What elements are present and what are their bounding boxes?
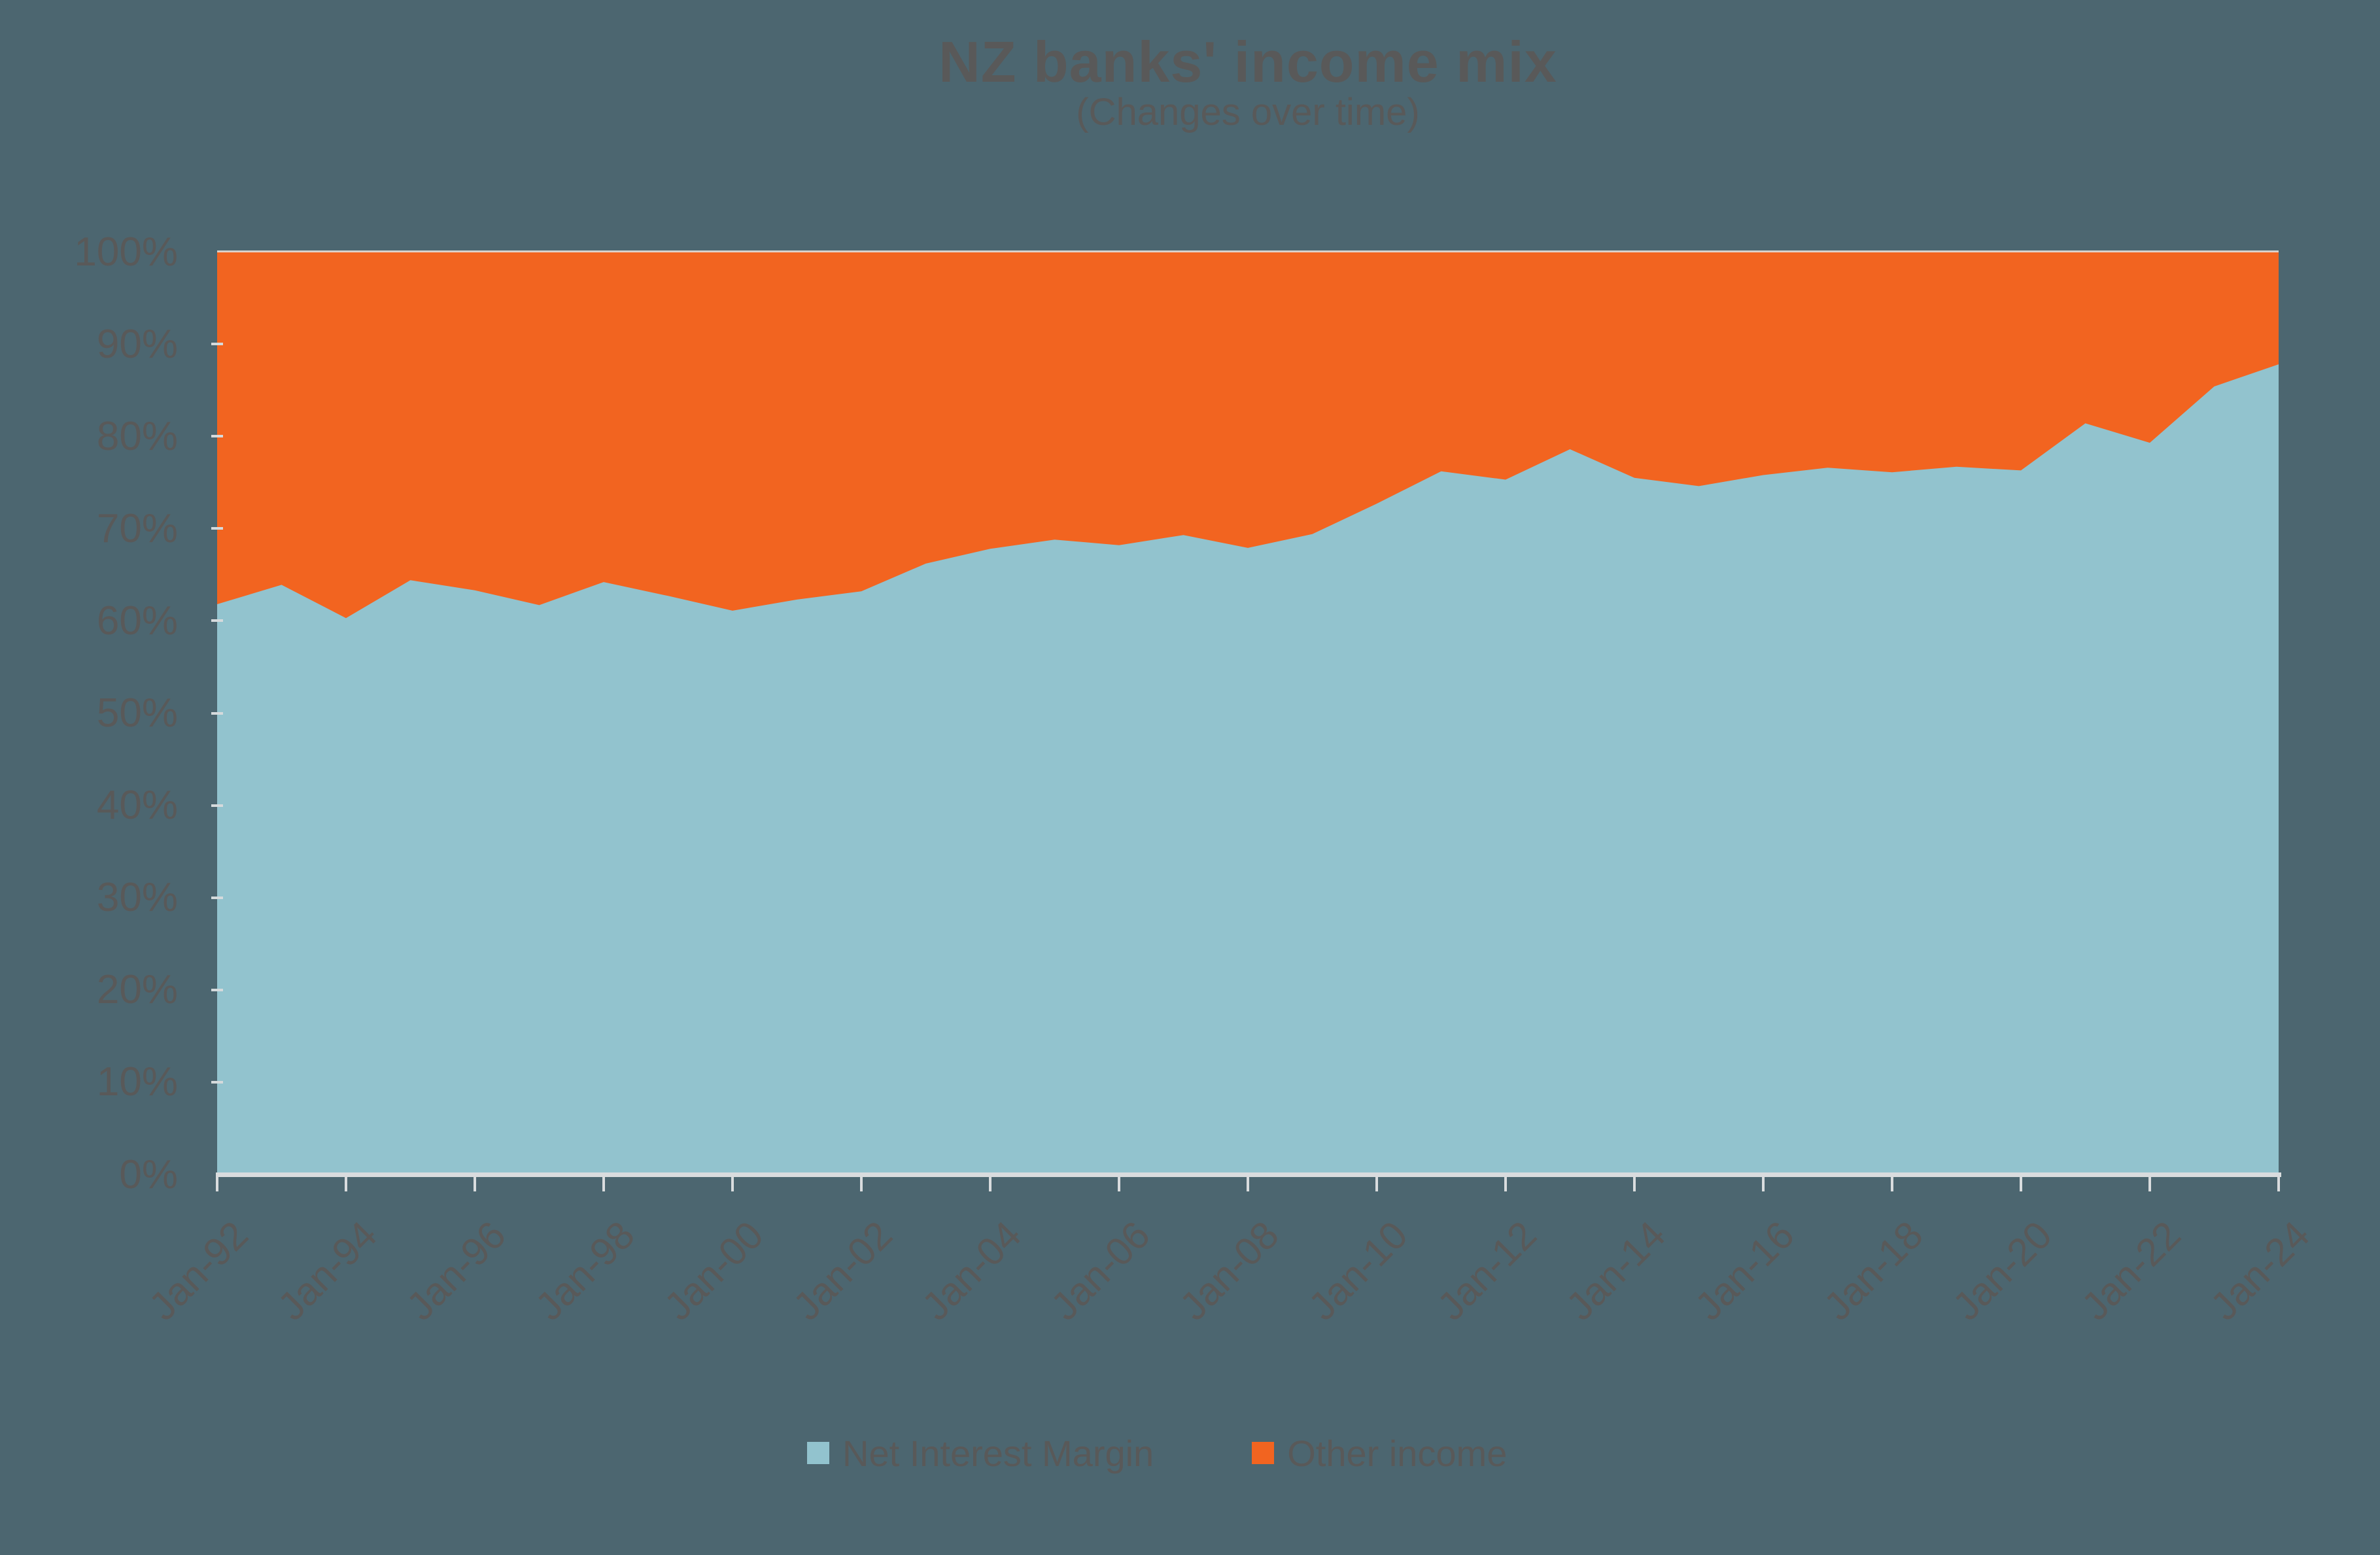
- x-axis-label: Jan-24: [2201, 1212, 2318, 1329]
- x-axis-label: Jan-02: [784, 1212, 901, 1329]
- y-axis-tick: [211, 804, 223, 807]
- y-axis-label: 90%: [96, 321, 178, 367]
- y-axis-label: 80%: [96, 413, 178, 459]
- x-axis-tick: [2020, 1174, 2022, 1191]
- legend: Net Interest Margin Other income: [807, 1433, 1507, 1474]
- y-axis-label: 50%: [96, 691, 178, 736]
- legend-label: Other income: [1287, 1432, 1508, 1474]
- area-net-interest-margin: [217, 364, 2279, 1174]
- y-axis-tick: [211, 435, 223, 438]
- y-axis-tick: [211, 711, 223, 715]
- x-axis-label: Jan-12: [1428, 1212, 1545, 1329]
- y-axis-label: 40%: [96, 783, 178, 829]
- plot-area: [217, 252, 2279, 1174]
- x-axis-tick: [2277, 1174, 2280, 1191]
- x-axis-label: Jan-20: [1944, 1212, 2060, 1329]
- x-axis-label: Jan-08: [1171, 1212, 1287, 1329]
- x-axis-tick: [216, 1174, 218, 1191]
- x-axis-tick: [1891, 1174, 1893, 1191]
- x-axis-tick: [1762, 1174, 1765, 1191]
- y-axis-label: 20%: [96, 967, 178, 1013]
- x-axis-tick: [1633, 1174, 1636, 1191]
- x-axis-label: Jan-96: [398, 1212, 514, 1329]
- legend-swatch-icon: [1252, 1442, 1275, 1464]
- y-axis-label: 60%: [96, 598, 178, 643]
- x-axis-tick: [602, 1174, 605, 1191]
- x-axis-tick: [474, 1174, 476, 1191]
- plot-top-border: [217, 250, 2279, 252]
- y-axis-tick: [211, 619, 223, 623]
- x-axis-tick: [731, 1174, 734, 1191]
- legend-swatch-icon: [807, 1442, 829, 1464]
- chart-title: NZ banks' income mix: [939, 29, 1557, 94]
- x-axis-label: Jan-04: [913, 1212, 1029, 1329]
- y-axis-tick: [211, 527, 223, 530]
- chart-subtitle: (Changes over time): [1076, 91, 1420, 133]
- x-axis-tick: [1375, 1174, 1378, 1191]
- y-axis-label: 10%: [96, 1059, 178, 1105]
- stacked-area-chart: [217, 252, 2279, 1174]
- y-axis-tick: [211, 988, 223, 991]
- x-axis-label: Jan-22: [2073, 1212, 2189, 1329]
- y-axis-label: 30%: [96, 875, 178, 921]
- y-axis-tick: [211, 896, 223, 899]
- y-axis-tick: [211, 1080, 223, 1084]
- legend-label: Net Interest Margin: [842, 1432, 1154, 1474]
- x-axis-label: Jan-98: [526, 1212, 643, 1329]
- x-axis-label: Jan-06: [1042, 1212, 1158, 1329]
- x-axis-label: Jan-10: [1300, 1212, 1416, 1329]
- x-axis-tick: [2148, 1174, 2151, 1191]
- x-axis-tick: [989, 1174, 992, 1191]
- x-axis-tick: [1504, 1174, 1507, 1191]
- x-axis-label: Jan-16: [1686, 1212, 1802, 1329]
- x-axis-label: Jan-18: [1815, 1212, 1931, 1329]
- x-axis-tick: [1118, 1174, 1120, 1191]
- x-axis-label: Jan-14: [1557, 1212, 1674, 1329]
- x-axis-label: Jan-92: [140, 1212, 256, 1329]
- y-axis-label: 0%: [119, 1152, 178, 1197]
- x-axis-tick: [860, 1174, 863, 1191]
- x-axis-label: Jan-94: [269, 1212, 385, 1329]
- legend-item: Net Interest Margin: [807, 1432, 1154, 1475]
- x-axis-tick: [345, 1174, 347, 1191]
- y-axis-tick: [211, 343, 223, 346]
- y-axis-label: 70%: [96, 505, 178, 551]
- y-axis-label: 100%: [74, 229, 178, 275]
- legend-item: Other income: [1252, 1432, 1507, 1475]
- x-axis-tick: [1247, 1174, 1249, 1191]
- x-axis-label: Jan-00: [655, 1212, 772, 1329]
